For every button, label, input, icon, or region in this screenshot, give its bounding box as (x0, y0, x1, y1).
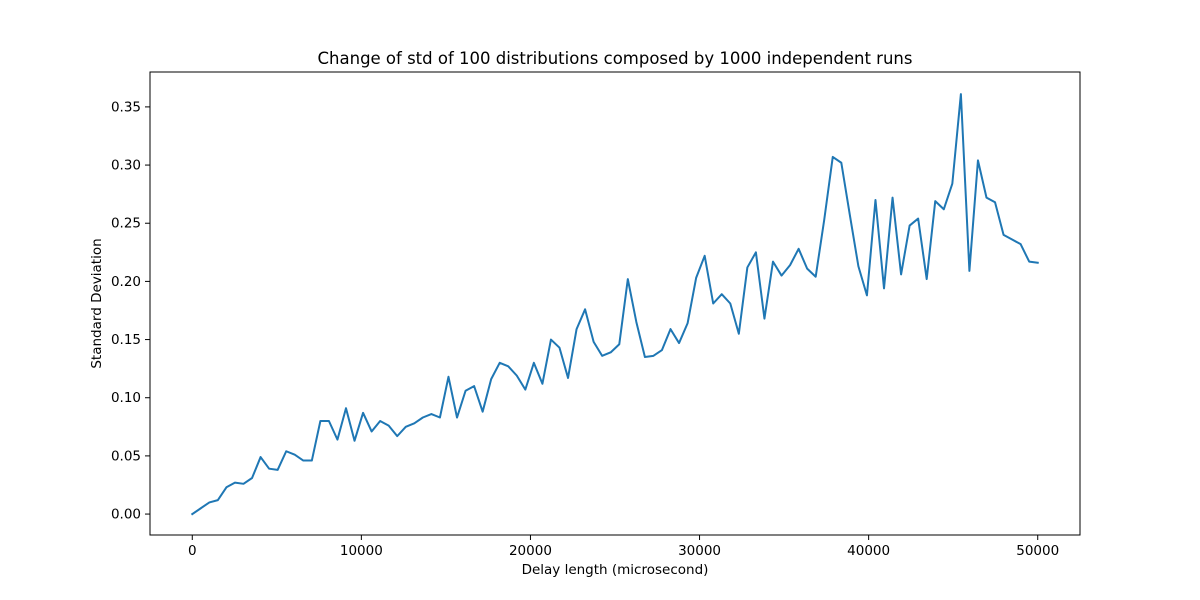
y-axis-label: Standard Deviation (89, 238, 105, 368)
y-tick-label: 0.30 (111, 158, 141, 174)
y-tick-label: 0.00 (111, 507, 141, 523)
chart-title: Change of std of 100 distributions compo… (318, 49, 913, 68)
series-line (190, 93, 1039, 516)
x-tick-label: 20000 (509, 543, 552, 559)
y-tick-label: 0.35 (111, 99, 141, 115)
plot-frame (149, 71, 1081, 536)
y-tick-label: 0.25 (111, 216, 141, 232)
y-tick-label: 0.10 (111, 390, 141, 406)
y-tick-label: 0.05 (111, 448, 141, 464)
x-axis-label: Delay length (microsecond) (522, 562, 709, 578)
y-tick-label: 0.20 (111, 274, 141, 290)
x-tick-label: 40000 (847, 543, 890, 559)
y-axis-ticks: 0.00 0.05 0.10 0.15 0.20 0.25 0.30 0.35 (111, 99, 150, 523)
x-tick-label: 30000 (678, 543, 721, 559)
y-tick-label: 0.15 (111, 332, 141, 348)
x-tick-label: 10000 (340, 543, 383, 559)
x-tick-label: 50000 (1016, 543, 1059, 559)
x-axis-ticks: 0 10000 20000 30000 40000 50000 (188, 535, 1059, 559)
series-layer (190, 93, 1039, 516)
x-tick-label: 0 (188, 543, 197, 559)
